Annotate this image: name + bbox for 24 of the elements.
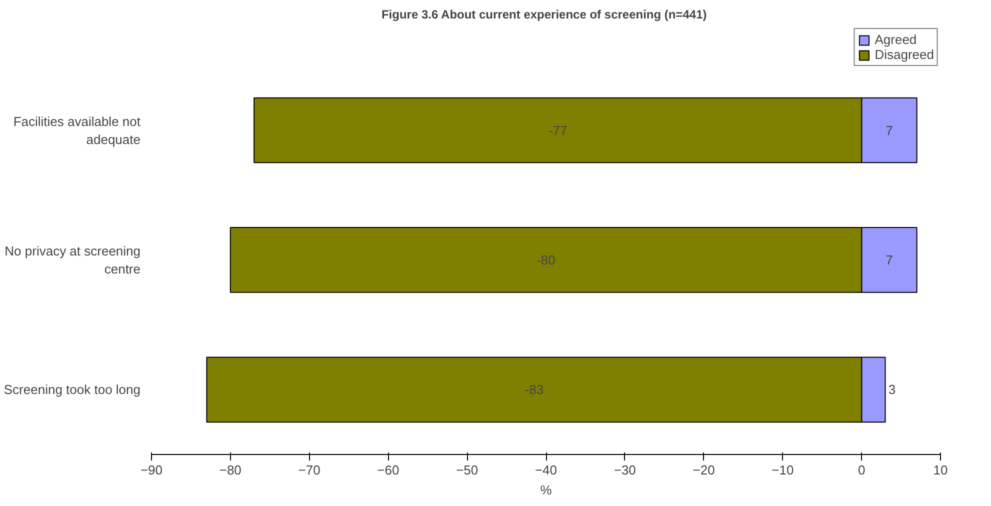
x-tick-label: −70	[298, 462, 320, 478]
y-tick-label: Facilities available not adequate	[13, 114, 141, 147]
x-tick-label: −90	[140, 462, 163, 478]
legend-label: Disagreed	[874, 47, 934, 62]
y-tick-label: Screening took too long	[4, 382, 141, 398]
y-tick-label: No privacy at screening centre	[4, 243, 141, 276]
x-axis-title: %	[540, 482, 552, 498]
x-tick-label: −20	[692, 462, 715, 478]
data-label: 3	[888, 382, 896, 398]
x-tick-label: 10	[933, 462, 948, 478]
data-label: -80	[536, 252, 556, 268]
data-label: -83	[524, 382, 544, 398]
x-tick-label: −10	[772, 462, 794, 478]
x-tick-label: −50	[456, 462, 478, 478]
x-tick-label: −80	[219, 462, 242, 478]
x-tick-label: −60	[377, 462, 400, 478]
legend-label: Agreed	[874, 32, 917, 47]
chart-title: Figure 3.6 About current experience of screening (n=441)	[381, 8, 707, 22]
data-label: -77	[548, 122, 568, 138]
x-tick-label: 0	[858, 462, 866, 478]
x-tick-label: −30	[614, 462, 636, 478]
x-tick-label: −40	[534, 462, 558, 478]
data-label: 7	[886, 122, 893, 138]
data-label: 7	[886, 252, 893, 268]
